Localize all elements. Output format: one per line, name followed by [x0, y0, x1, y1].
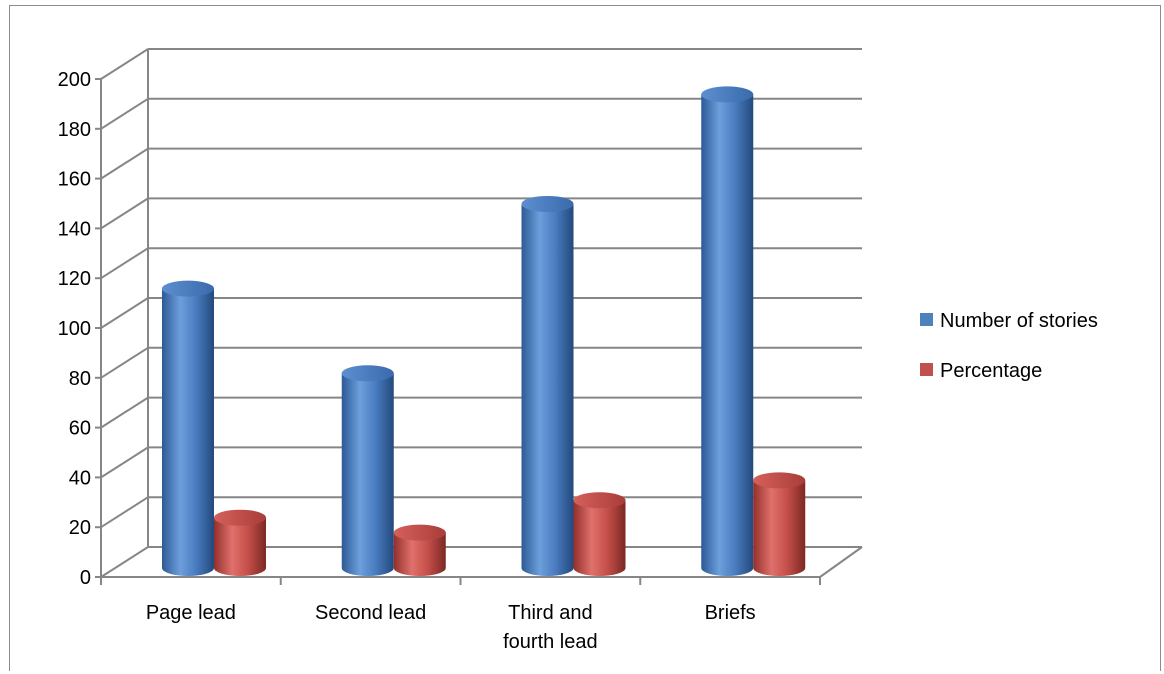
gridline-side-60: [100, 396, 149, 429]
bar-percentage-2: [573, 492, 626, 576]
y-tick-label-80: 80: [69, 368, 91, 390]
floor-right-edge: [819, 546, 863, 578]
bar-stories-2: [521, 195, 574, 576]
bar-top: [573, 492, 626, 509]
gridline-side-140: [100, 197, 149, 230]
y-tick-label-40: 40: [69, 467, 91, 489]
x-tick-label-3: Briefs: [705, 602, 756, 624]
bar-top: [753, 472, 806, 489]
bar-top: [162, 280, 214, 297]
axes: [95, 49, 863, 585]
y-tick-label-180: 180: [58, 119, 91, 141]
bar-top: [341, 365, 394, 382]
y-tick-label-100: 100: [58, 318, 91, 340]
gridline-side-80: [100, 346, 149, 379]
bar-percentage-3: [753, 472, 806, 576]
bar-body: [393, 532, 446, 576]
y-tick-label-140: 140: [58, 218, 91, 240]
y-tick-label-0: 0: [80, 567, 91, 589]
y-tick-label-120: 120: [58, 268, 91, 290]
bar-percentage-1: [393, 524, 446, 576]
legend-swatch-0: [920, 313, 933, 326]
gridline-side-180: [100, 97, 149, 130]
bar-body: [341, 373, 394, 576]
bar-top: [521, 195, 574, 212]
bar-top: [393, 524, 446, 541]
gridline-side-120: [100, 247, 149, 280]
bar-body: [573, 500, 626, 576]
gridline-side-100: [100, 297, 149, 329]
bar-top: [214, 509, 266, 526]
y-tick-label-20: 20: [69, 517, 91, 539]
bar-body: [214, 517, 266, 576]
legend: Number of stories Percentage: [920, 310, 1098, 382]
bar-stories-1: [341, 365, 394, 576]
bar-top: [701, 86, 754, 103]
bar-body: [701, 94, 754, 576]
legend-swatch-1: [920, 363, 933, 376]
y-tick-label-60: 60: [69, 418, 91, 440]
y-tick-label-160: 160: [58, 169, 91, 191]
gridline-side-0: [100, 546, 149, 578]
bar-body: [162, 288, 214, 576]
bar-stories-0: [162, 280, 214, 576]
x-tick-label-0: Page lead: [146, 602, 236, 624]
x-tick-label-2: Third and: [508, 602, 593, 624]
bar-body: [753, 480, 806, 576]
gridline-side-200: [100, 48, 149, 80]
bar-body: [521, 203, 574, 576]
x-tick-label-1: Second lead: [315, 602, 426, 624]
legend-label-1: Percentage: [940, 360, 1042, 382]
chart-frame: [9, 5, 1161, 671]
y-tick-label-200: 200: [58, 69, 91, 91]
legend-label-0: Number of stories: [940, 310, 1098, 332]
gridline-side-160: [100, 147, 149, 180]
tick-labels: 0 20 40 60 80 100 120 140 160 180 200 Page lead Seco…: [58, 69, 756, 653]
gridline-side-20: [100, 496, 149, 529]
x-tick-label-2-1: fourth lead: [503, 631, 598, 653]
bars: [162, 86, 806, 576]
gridline-side-40: [100, 446, 149, 479]
bar-percentage-0: [214, 509, 266, 576]
bar-stories-3: [701, 86, 754, 576]
